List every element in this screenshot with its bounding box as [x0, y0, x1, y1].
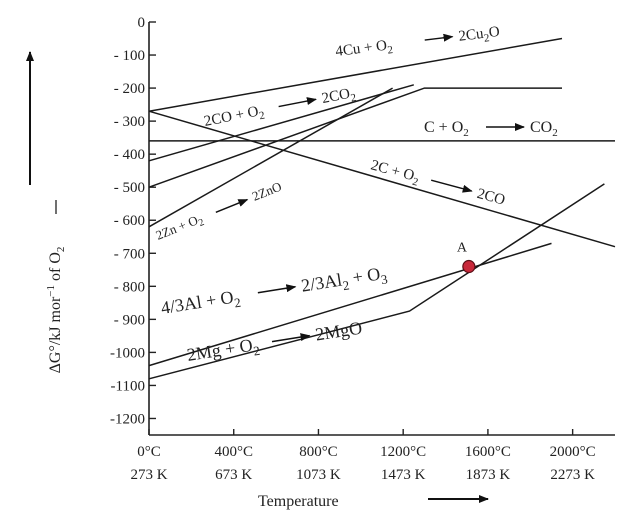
x-tick-label-celsius: 1600°C [465, 444, 511, 460]
x-tick-labels: 0°C 273 K 400°C 673 K 800°C 1073 K 1200°C 1473 … [130, 444, 595, 483]
tick-marks [148, 21, 574, 435]
svg-text:2C + O2: 2C + O2 [368, 157, 421, 188]
x-tick-label-celsius: 0°C [137, 444, 161, 460]
y-tick-label: -1200 [110, 411, 145, 427]
svg-text:2CO: 2CO [475, 186, 507, 209]
label-cu: 4Cu + O2 2Cu2O [335, 24, 502, 63]
point-a-label: A [457, 240, 468, 255]
label-zn: 2Zn + O2 2ZnO [154, 179, 284, 246]
x-tick-label-celsius: 2000°C [550, 444, 596, 460]
y-tick-label: -1100 [111, 378, 145, 394]
x-tick-label-celsius: 1200°C [380, 444, 426, 460]
svg-text:2Mg + O2: 2Mg + O2 [185, 334, 261, 369]
axes [148, 22, 615, 436]
point-a: A [457, 240, 476, 274]
y-tick-label: - 700 [114, 246, 145, 262]
svg-text:CO2: CO2 [530, 119, 558, 139]
label-c-co2: C + O2 CO2 [424, 119, 558, 139]
series-line [148, 87, 562, 188]
svg-text:2CO + O2: 2CO + O2 [203, 103, 266, 133]
svg-text:2ZnO: 2ZnO [250, 179, 284, 204]
x-tick-label-celsius: 400°C [214, 444, 253, 460]
x-tick-label-kelvin: 1873 K [466, 467, 511, 483]
y-tick-label: - 900 [114, 312, 145, 328]
svg-text:2Cu2O: 2Cu2O [458, 24, 502, 48]
point-a-marker [462, 259, 476, 274]
x-tick-label-celsius: 800°C [299, 444, 338, 460]
y-tick-label: 0 [138, 15, 146, 31]
label-2c-2co: 2C + O2 2CO [368, 157, 507, 209]
svg-text:C + O2: C + O2 [424, 119, 469, 139]
x-axis-title: Temperature [258, 493, 339, 510]
x-tick-label-kelvin: 273 K [130, 467, 167, 483]
svg-text:2Zn + O2: 2Zn + O2 [154, 210, 206, 245]
series-line [148, 84, 415, 162]
series-line [148, 183, 605, 380]
y-tick-label: - 500 [114, 180, 145, 196]
y-tick-label: - 200 [114, 81, 145, 97]
y-tick-label: - 300 [114, 114, 145, 130]
y-tick-label: - 100 [114, 48, 145, 64]
y-tick-label: - 800 [114, 279, 145, 295]
series-line [148, 87, 393, 228]
series-line [148, 37, 563, 112]
series-line [148, 242, 552, 367]
y-tick-label: -1000 [110, 345, 145, 361]
label-al: 4/3Al + O2 2/3Al2 + O3 [159, 263, 388, 322]
svg-text:2/3Al2 + O3: 2/3Al2 + O3 [300, 263, 389, 300]
label-mg: 2Mg + O2 2MgO [185, 318, 364, 369]
svg-text:ΔG°/kJ mor−1 of O2: ΔG°/kJ mor−1 of O2 [45, 247, 67, 374]
y-tick-labels: 0 - 100 - 200 - 300 - 400 - 500 - 600 - 700 - 80… [110, 15, 145, 427]
y-tick-label: - 600 [114, 213, 145, 229]
series-line [148, 110, 616, 248]
x-tick-label-kelvin: 673 K [215, 467, 252, 483]
equation-labels: 4Cu + O2 2Cu2O 2CO + O2 2CO2 C + O2 CO2 … [154, 24, 558, 369]
svg-text:2MgO: 2MgO [314, 318, 364, 345]
y-tick-label: - 400 [114, 147, 145, 163]
x-tick-label-kelvin: 1073 K [296, 467, 341, 483]
series-lines [148, 37, 616, 380]
x-tick-label-kelvin: 1473 K [381, 467, 426, 483]
label-co: 2CO + O2 2CO2 [203, 85, 358, 133]
y-axis-title: ΔG°/kJ mor−1 of O2 [45, 247, 67, 374]
svg-text:4Cu + O2: 4Cu + O2 [335, 37, 394, 63]
svg-text:4/3Al + O2: 4/3Al + O2 [159, 286, 241, 322]
x-tick-label-kelvin: 2273 K [550, 467, 595, 483]
